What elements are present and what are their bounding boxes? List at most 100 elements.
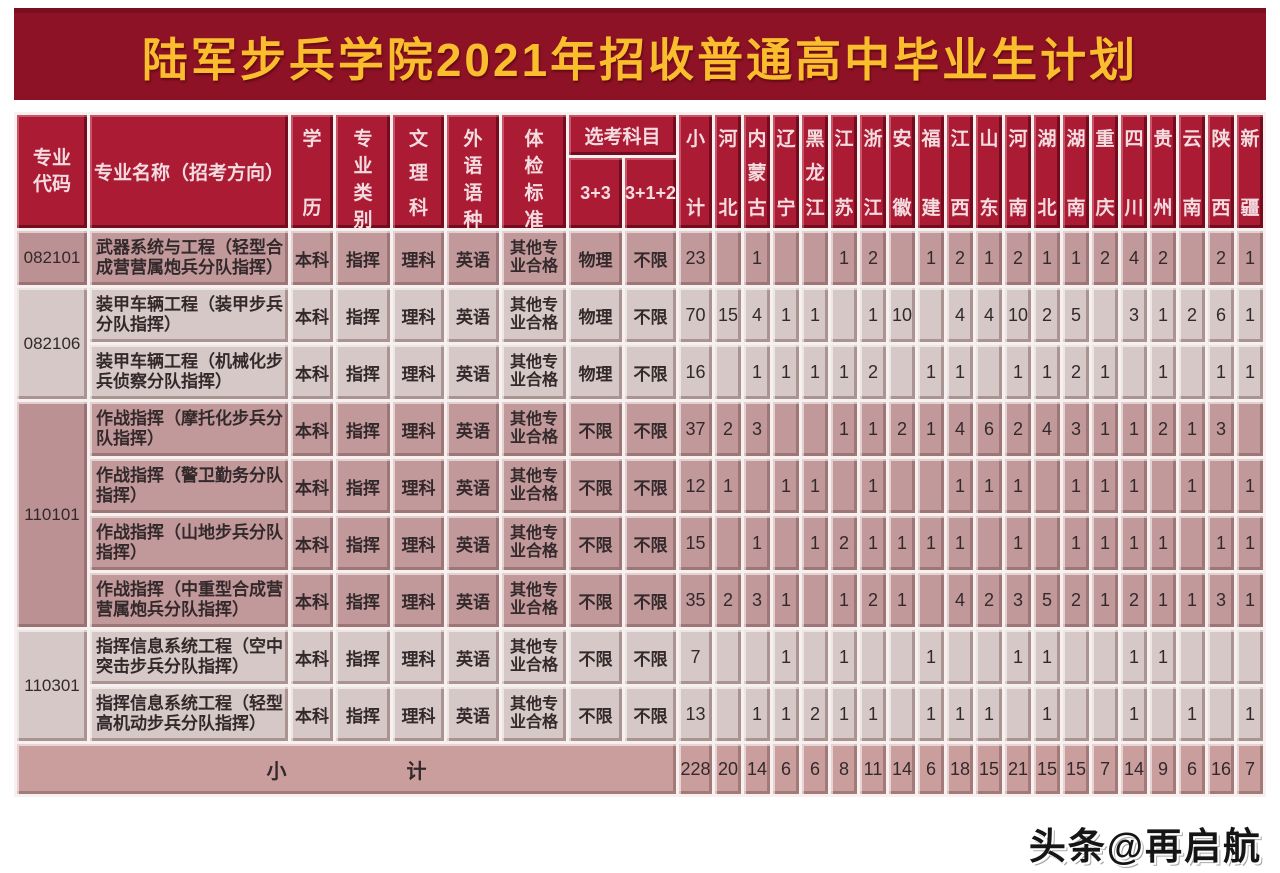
plan-cell-江西: 4 xyxy=(947,402,974,456)
plan-cell-湖北: 1 xyxy=(1034,231,1061,285)
plan-cell-湖北 xyxy=(1034,459,1061,513)
exam-3plus1plus2-cell: 不限 xyxy=(625,231,677,285)
major-name-cell: 武器系统与工程（轻型合成营营属炮兵分队指挥） xyxy=(90,231,288,285)
plan-cell-江苏: 1 xyxy=(831,402,858,456)
plan-cell-贵州: 2 xyxy=(1150,402,1177,456)
plan-cell-安徽: 2 xyxy=(889,402,916,456)
plan-cell-湖南: 1 xyxy=(1063,231,1090,285)
exam-3plus1plus2-cell: 不限 xyxy=(625,402,677,456)
header-province-江西: 江西 xyxy=(947,115,974,228)
header-province-四川: 四川 xyxy=(1121,115,1148,228)
plan-cell-云南: 1 xyxy=(1179,459,1206,513)
plan-cell-陕西: 3 xyxy=(1208,573,1235,627)
plan-cell-安徽: 10 xyxy=(889,288,916,342)
language-cell: 英语 xyxy=(447,402,499,456)
table-row: 110301 指挥信息系统工程（空中突击步兵分队指挥） 本科 指挥 理科 英语 其他专业合格… xyxy=(17,630,1264,741)
plan-cell-河北: 2 xyxy=(715,402,742,456)
plan-cell-江西: 4 xyxy=(947,288,974,342)
category-cell: 指挥 xyxy=(336,402,390,456)
header-province-江苏: 江苏 xyxy=(831,115,858,228)
plan-cell-山东: 1 xyxy=(976,687,1003,741)
header-province-湖北: 湖北 xyxy=(1034,115,1061,228)
totals-cell-浙江: 11 xyxy=(860,744,887,794)
plan-cell-河北: 15 xyxy=(715,288,742,342)
plan-cell-湖南 xyxy=(1063,630,1090,684)
plan-cell-辽宁 xyxy=(773,231,800,285)
plan-cell-江苏: 1 xyxy=(831,345,858,399)
plan-cell-浙江: 1 xyxy=(860,459,887,513)
exam-3plus1plus2-cell: 不限 xyxy=(625,345,677,399)
track-cell: 理科 xyxy=(393,231,444,285)
plan-cell-江苏: 1 xyxy=(831,573,858,627)
header-province-辽宁: 辽宁 xyxy=(773,115,800,228)
table-row: 082106 装甲车辆工程（装甲步兵分队指挥） 本科 指挥 理科 英语 其他专业合格 物理 不限… xyxy=(17,288,1264,399)
plan-cell-陕西: 6 xyxy=(1208,288,1235,342)
degree-cell: 本科 xyxy=(291,402,333,456)
degree-cell: 本科 xyxy=(291,345,333,399)
plan-cell-河北 xyxy=(715,345,742,399)
header-language: 外语语种 xyxy=(447,115,499,228)
plan-cell-陕西: 1 xyxy=(1208,516,1235,570)
language-cell: 英语 xyxy=(447,231,499,285)
plan-cell-四川: 4 xyxy=(1121,231,1148,285)
table-row: 110101 作战指挥（摩托化步兵分队指挥） 本科 指挥 理科 英语 其他专业合格 不限 不限 3… xyxy=(17,402,1264,627)
totals-cell-黑龙江: 6 xyxy=(802,744,829,794)
track-cell: 理科 xyxy=(393,402,444,456)
plan-cell-湖北: 5 xyxy=(1034,573,1061,627)
plan-cell-福建 xyxy=(918,288,945,342)
language-cell: 英语 xyxy=(447,516,499,570)
totals-cell-江苏: 8 xyxy=(831,744,858,794)
plan-cell-陕西 xyxy=(1208,687,1235,741)
plan-cell-安徽: 1 xyxy=(889,516,916,570)
plan-cell-辽宁: 1 xyxy=(773,288,800,342)
plan-cell-湖北: 1 xyxy=(1034,687,1061,741)
plan-cell-贵州: 1 xyxy=(1150,345,1177,399)
plan-cell-山东: 4 xyxy=(976,288,1003,342)
header-province-内蒙古: 内蒙古 xyxy=(744,115,771,228)
exam-3plus1plus2-cell: 不限 xyxy=(625,630,677,684)
header-province-贵州: 贵州 xyxy=(1150,115,1177,228)
degree-cell: 本科 xyxy=(291,573,333,627)
plan-cell-江苏: 1 xyxy=(831,687,858,741)
plan-cell-湖南: 1 xyxy=(1063,516,1090,570)
watermark: 头条@再启航 xyxy=(1028,826,1262,867)
plan-cell-重庆: 1 xyxy=(1092,402,1119,456)
language-cell: 英语 xyxy=(447,573,499,627)
plan-cell-山东: 1 xyxy=(976,459,1003,513)
plan-cell-重庆: 1 xyxy=(1092,516,1119,570)
header-medical: 体检标准 xyxy=(502,115,566,228)
medical-standard-cell: 其他专业合格 xyxy=(502,459,566,513)
plan-cell-四川 xyxy=(1121,345,1148,399)
major-name-cell: 指挥信息系统工程（轻型高机动步兵分队指挥） xyxy=(90,687,288,741)
plan-cell-新疆: 1 xyxy=(1237,345,1264,399)
header-province-黑龙江: 黑龙江 xyxy=(802,115,829,228)
header-province-陕西: 陕西 xyxy=(1208,115,1235,228)
table-row: 指挥信息系统工程（轻型高机动步兵分队指挥） 本科 指挥 理科 英语 其他专业合格 不限 不限 1… xyxy=(17,687,1264,741)
header-province-湖南: 湖南 xyxy=(1063,115,1090,228)
header-province-福建: 福建 xyxy=(918,115,945,228)
exam-3plus3-cell: 不限 xyxy=(569,402,622,456)
major-name-cell: 作战指挥（摩托化步兵分队指挥） xyxy=(90,402,288,456)
major-name-cell: 作战指挥（中重型合成营营属炮兵分队指挥） xyxy=(90,573,288,627)
plan-cell-新疆: 1 xyxy=(1237,516,1264,570)
plan-cell-福建: 1 xyxy=(918,345,945,399)
plan-cell-重庆: 2 xyxy=(1092,231,1119,285)
enrollment-plan-table: 专业代码 专业名称（招考方向） 学历 专业类别 文理科 外语语种 体检标准 选考… xyxy=(14,112,1267,797)
major-name-cell: 作战指挥（山地步兵分队指挥） xyxy=(90,516,288,570)
plan-cell-福建 xyxy=(918,459,945,513)
header-province-河北: 河北 xyxy=(715,115,742,228)
subtotal-cell: 35 xyxy=(679,573,713,627)
plan-cell-山东 xyxy=(976,630,1003,684)
exam-3plus3-cell: 不限 xyxy=(569,630,622,684)
exam-3plus1plus2-cell: 不限 xyxy=(625,573,677,627)
plan-cell-四川: 1 xyxy=(1121,516,1148,570)
totals-cell-河北: 20 xyxy=(715,744,742,794)
plan-cell-内蒙古: 1 xyxy=(744,345,771,399)
plan-cell-湖南: 2 xyxy=(1063,345,1090,399)
plan-cell-四川: 2 xyxy=(1121,573,1148,627)
subtotal-cell: 70 xyxy=(679,288,713,342)
plan-cell-云南: 1 xyxy=(1179,687,1206,741)
plan-cell-四川: 1 xyxy=(1121,687,1148,741)
plan-cell-陕西: 1 xyxy=(1208,345,1235,399)
plan-cell-浙江 xyxy=(860,630,887,684)
